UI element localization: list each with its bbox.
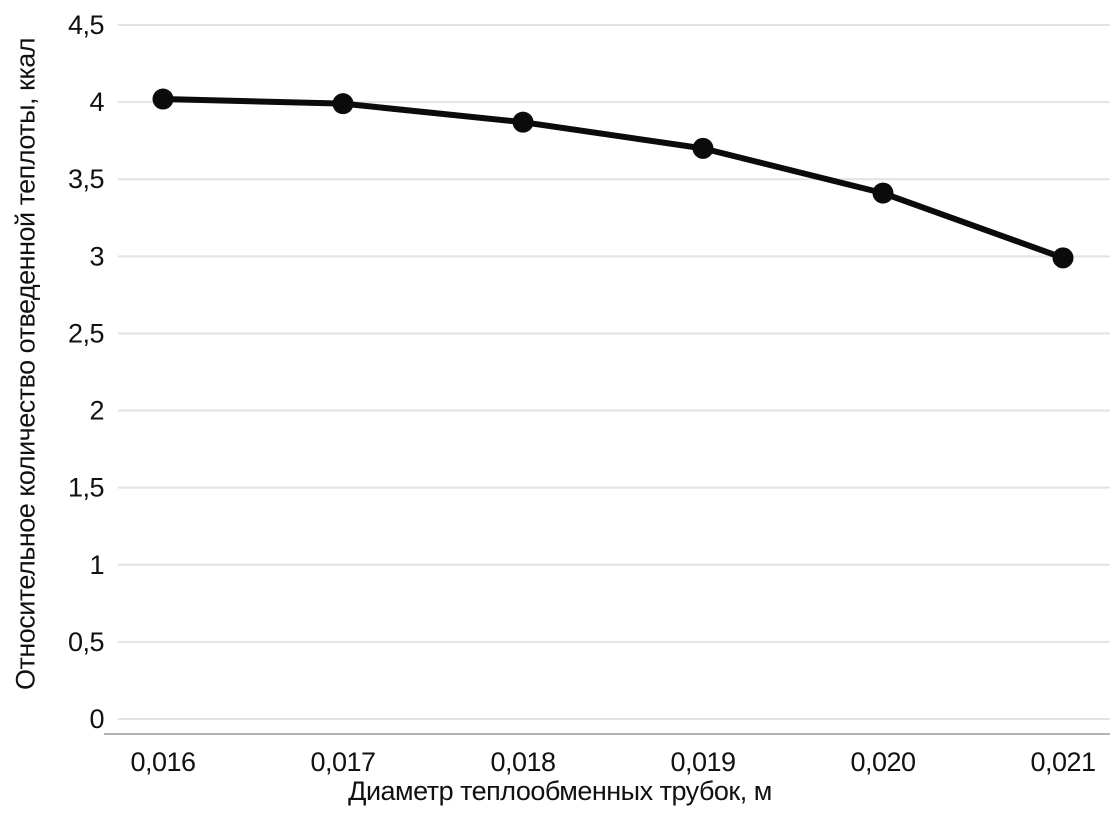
y-tick-label: 1,5 [68, 473, 104, 503]
x-tick-label: 0,020 [850, 747, 915, 777]
y-tick-label: 0,5 [68, 627, 104, 657]
y-tick-label: 1 [89, 550, 104, 580]
x-tick-label: 0,019 [670, 747, 735, 777]
data-point [332, 93, 354, 115]
y-tick-label: 4 [89, 87, 104, 117]
y-tick-label: 0 [89, 704, 104, 734]
data-point [872, 182, 894, 204]
x-tick-label: 0,016 [130, 747, 195, 777]
data-point [1052, 247, 1074, 269]
data-point [152, 88, 174, 110]
y-tick-label: 2 [89, 396, 104, 426]
x-tick-label: 0,017 [310, 747, 375, 777]
x-axis-title: Диаметр теплообменных трубок, м [348, 776, 772, 806]
y-tick-label: 3 [89, 241, 104, 271]
x-tick-label: 0,021 [1030, 747, 1095, 777]
y-tick-label: 2,5 [68, 318, 104, 348]
y-tick-label: 4,5 [68, 10, 104, 40]
data-point [692, 137, 714, 159]
x-tick-label: 0,018 [490, 747, 555, 777]
series-line [160, 96, 1066, 261]
data-point [512, 111, 534, 133]
y-tick-label: 3,5 [68, 164, 104, 194]
